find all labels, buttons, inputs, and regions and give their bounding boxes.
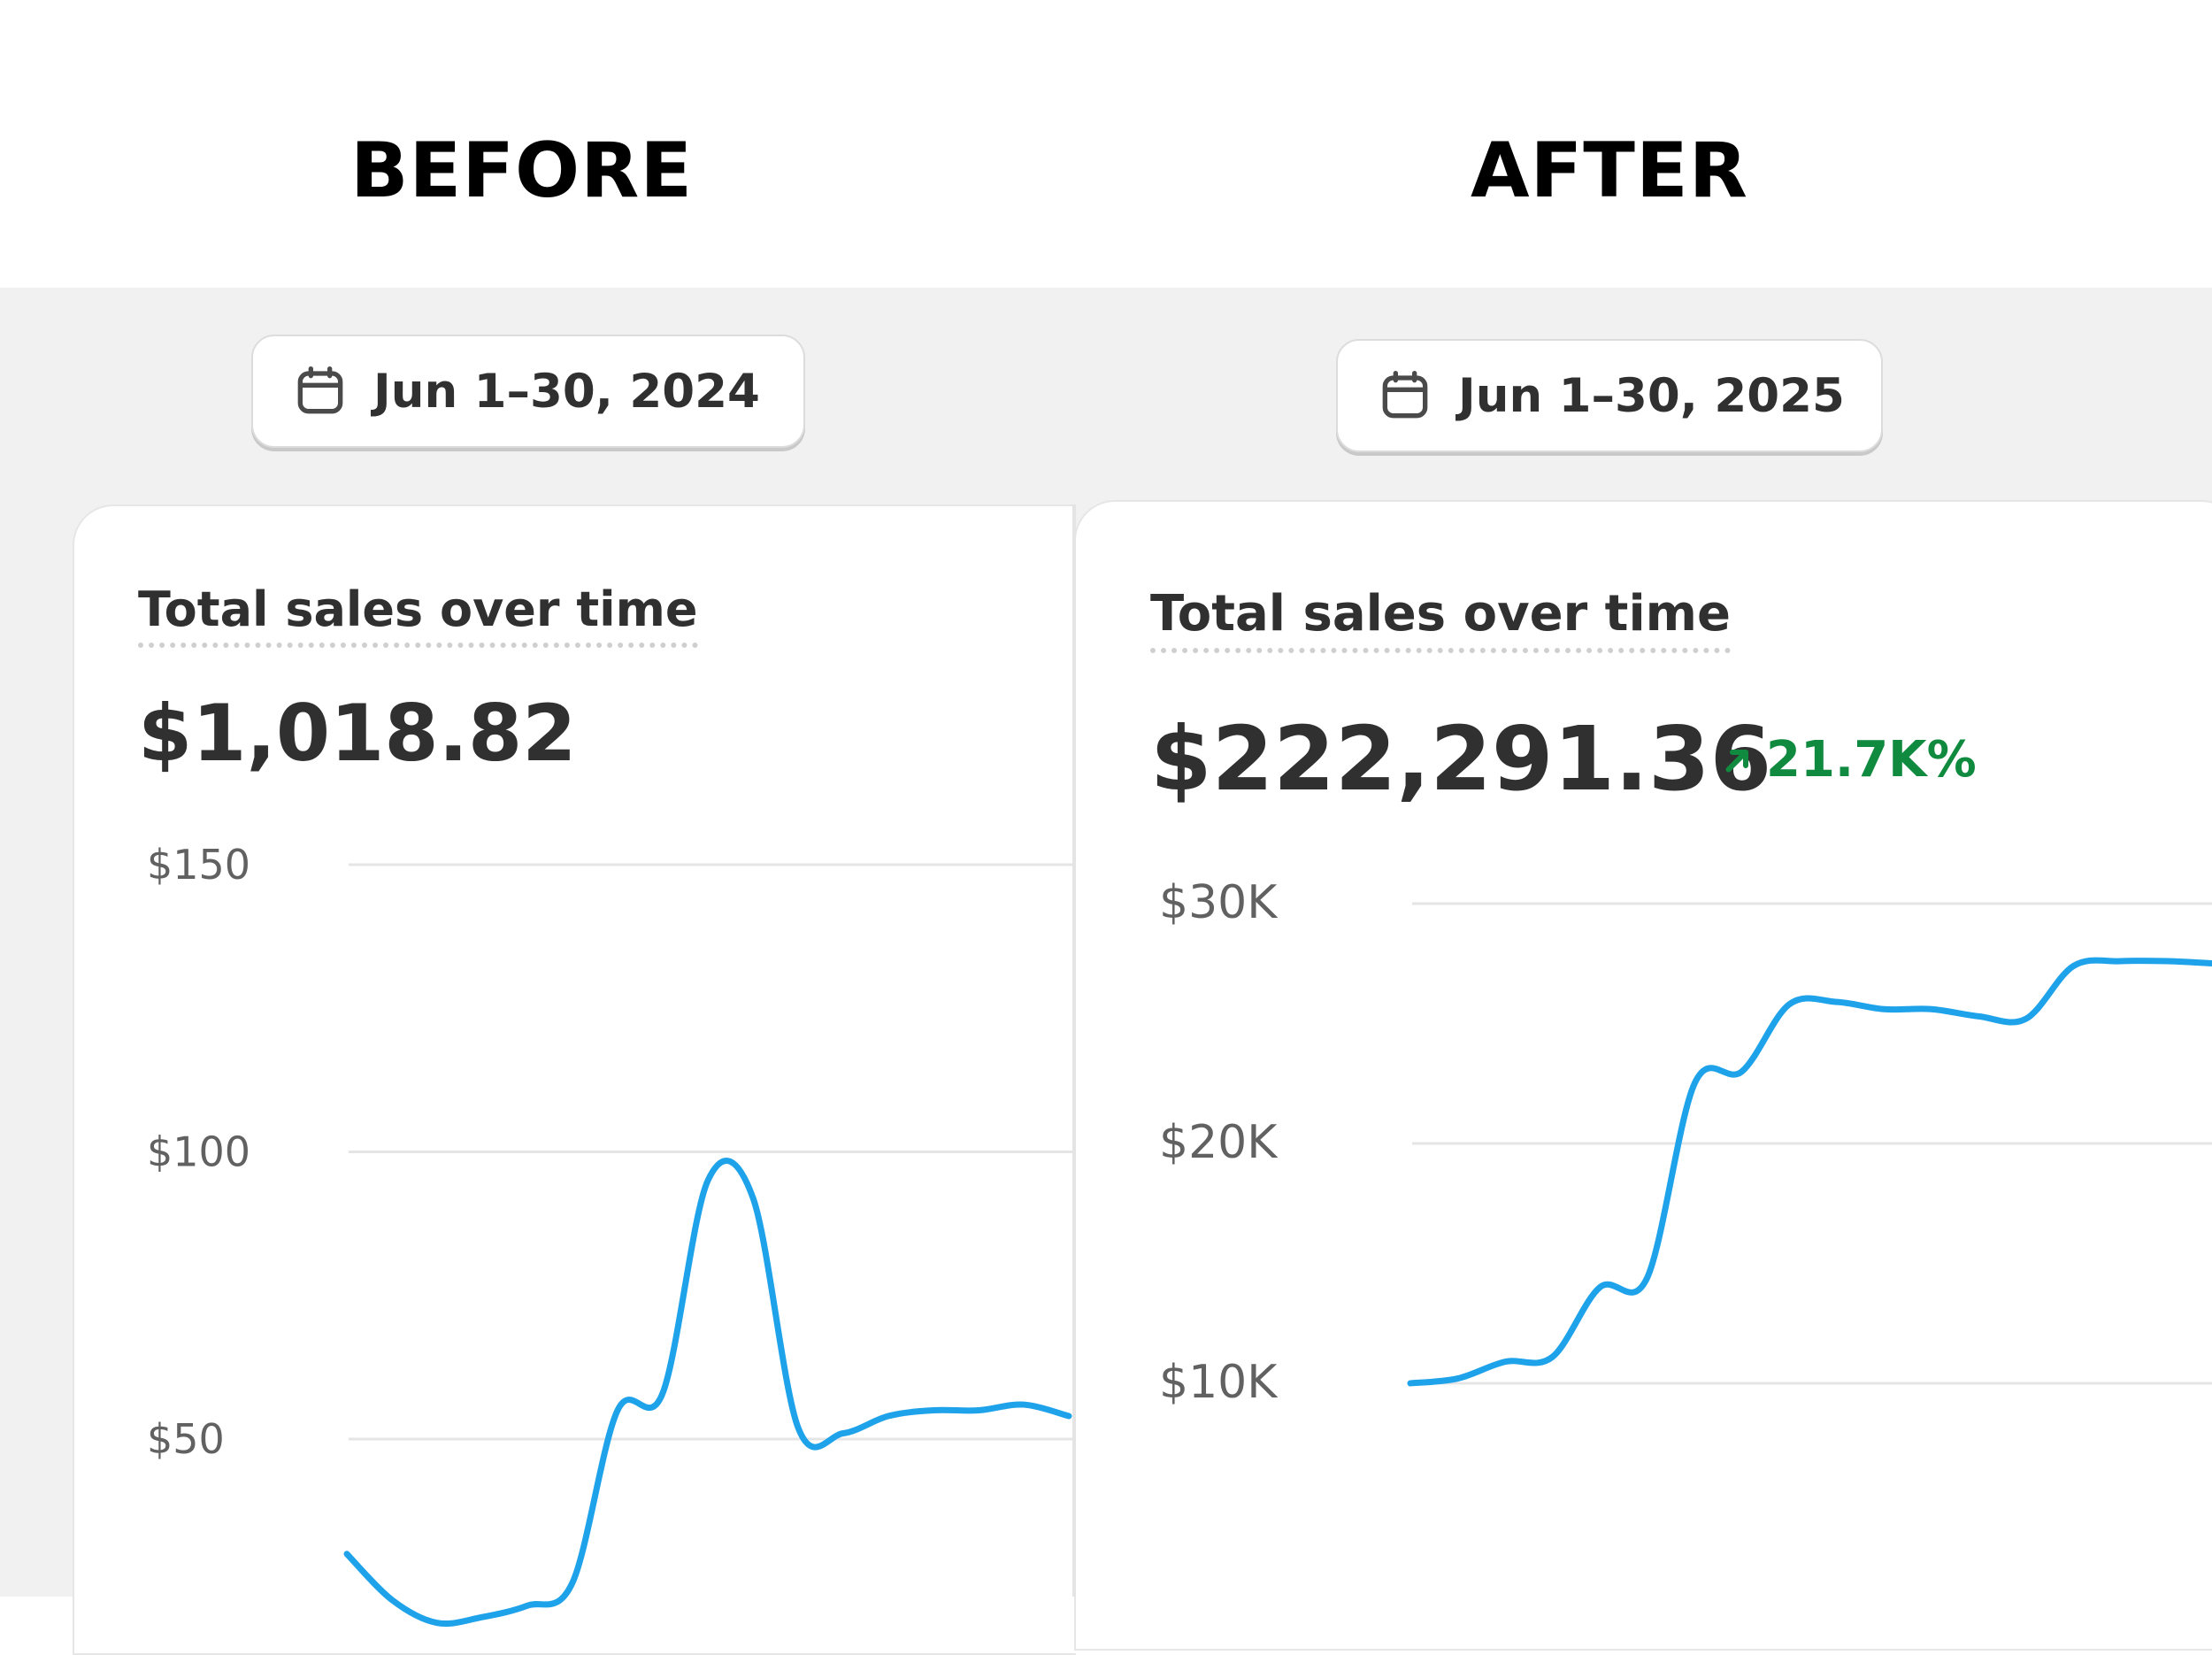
- panel-divider: [1072, 504, 1076, 1597]
- total-sales-value: $222,291.36: [1150, 707, 1772, 811]
- date-range-label: Jun 1–30, 2025: [1458, 368, 1845, 423]
- card-title[interactable]: Total sales over time: [138, 581, 698, 649]
- sales-chart-before: $150 $100 $50: [147, 841, 1072, 1627]
- date-range-label: Jun 1–30, 2024: [373, 364, 760, 419]
- sales-line: [343, 1158, 1072, 1627]
- y-tick-label: $20K: [1159, 1116, 1279, 1169]
- sales-card-after: [1074, 500, 2212, 1651]
- after-heading: AFTER: [1471, 127, 1748, 215]
- sales-chart-after: $30K $20K $10K: [1159, 876, 2212, 1409]
- card-title[interactable]: Total sales over time: [1150, 585, 1731, 654]
- date-range-button-after[interactable]: Jun 1–30, 2025: [1336, 339, 1883, 452]
- change-percent: 21.7K%: [1766, 731, 1977, 789]
- total-sales-value: $1,018.82: [138, 688, 577, 779]
- y-tick-label: $150: [147, 841, 250, 889]
- y-tick-label: $30K: [1159, 876, 1279, 929]
- y-tick-label: $50: [147, 1415, 225, 1463]
- y-tick-label: $10K: [1159, 1356, 1279, 1409]
- calendar-icon: [297, 366, 343, 414]
- arrow-up-right-icon: [1725, 749, 1748, 772]
- y-tick-label: $100: [147, 1128, 250, 1176]
- calendar-icon: [1382, 371, 1428, 419]
- change-badge: 21.7K%: [1722, 731, 1977, 789]
- before-heading: BEFORE: [350, 127, 694, 215]
- header-band: BEFORE AFTER: [0, 0, 2212, 288]
- date-range-button-before[interactable]: Jun 1–30, 2024: [251, 335, 805, 448]
- sales-line: [1407, 957, 2212, 1387]
